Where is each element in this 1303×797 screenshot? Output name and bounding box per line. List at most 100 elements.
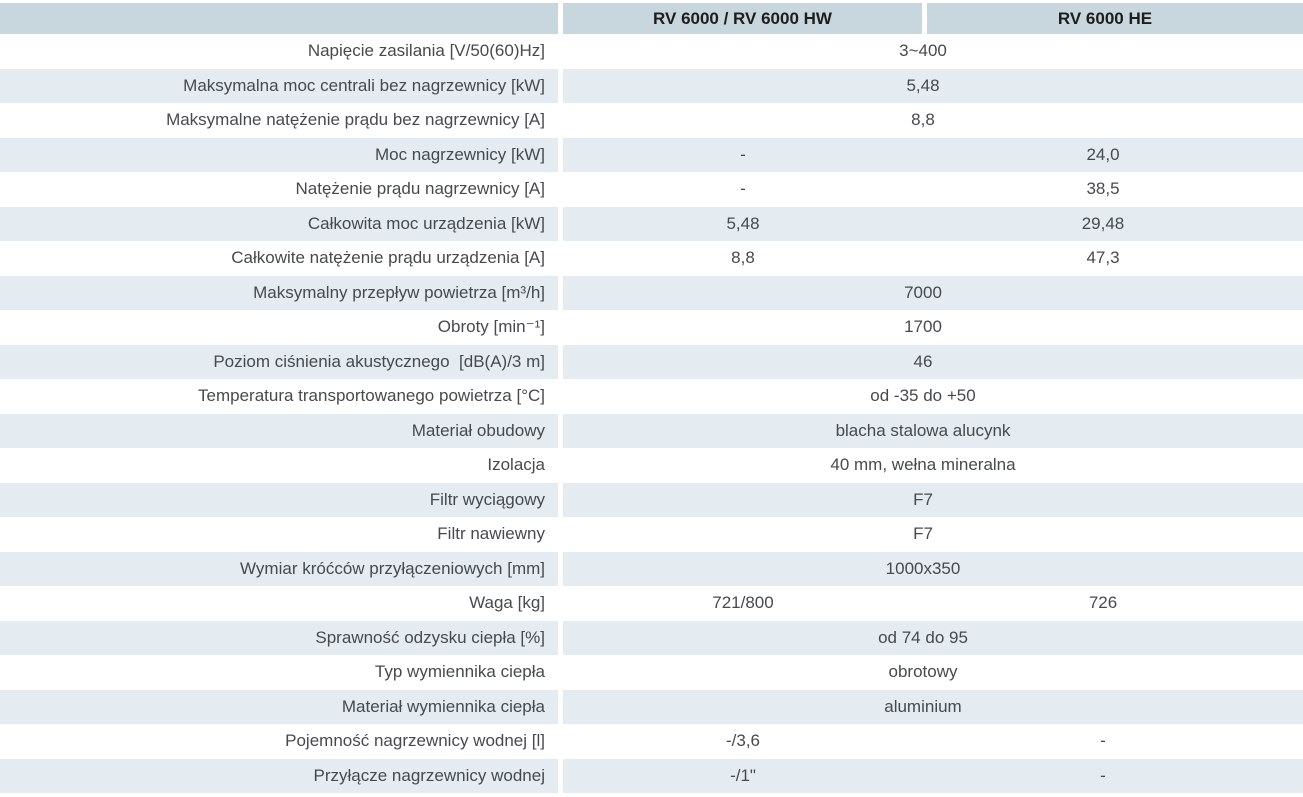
row-label: Temperatura transportowanego powietrza […: [198, 386, 545, 406]
row-value: 46: [563, 344, 1303, 379]
column-divider: [558, 413, 563, 448]
row-label: Całkowita moc urządzenia [kW]: [0, 206, 558, 241]
row-value: 1000x350: [563, 551, 1303, 586]
table-row: Maksymalne natężenie prądu bez nagrzewni…: [0, 103, 1303, 138]
row-label: Moc nagrzewnicy [kW]: [0, 137, 558, 172]
row-label: Sprawność odzysku ciepła [%]: [0, 620, 558, 655]
row-value-merged: 8,8: [911, 110, 935, 130]
row-value-col-1: -/3,6: [725, 731, 761, 751]
row-label: Filtr nawiewny: [437, 524, 545, 544]
row-value-merged: od -35 do +50: [870, 386, 976, 406]
table-header-row: RV 6000 / RV 6000 HW RV 6000 HE: [0, 3, 1303, 34]
row-label: Materiał wymiennika ciepła: [0, 689, 558, 724]
table-row: Temperatura transportowanego powietrza […: [0, 379, 1303, 414]
row-value-merged: obrotowy: [888, 662, 958, 682]
column-divider: [558, 241, 563, 276]
row-value-merged: F7: [913, 489, 933, 509]
bottom-spacer: [0, 793, 1303, 797]
table-row: Natężenie prądu nagrzewnicy [A] - 38,5: [0, 172, 1303, 207]
column-divider: [558, 344, 563, 379]
table-row: Maksymalna moc centrali bez nagrzewnicy …: [0, 68, 1303, 103]
row-value-col-2: -: [1100, 731, 1106, 751]
column-divider: [558, 620, 563, 655]
column-divider: [558, 482, 563, 517]
row-label: Maksymalny przepływ powietrza [m³/h]: [0, 275, 558, 310]
table-row: Izolacja 40 mm, wełna mineralna: [0, 448, 1303, 483]
header-product-col-1: RV 6000 / RV 6000 HW: [563, 3, 922, 34]
row-value-merged: F7: [913, 524, 933, 544]
table-row: Napięcie zasilania [V/50(60)Hz] 3~400: [0, 34, 1303, 69]
row-value-col-1: 8,8: [731, 248, 755, 268]
row-label: Waga [kg]: [469, 593, 545, 613]
spec-table-body: Napięcie zasilania [V/50(60)Hz] 3~400 Ma…: [0, 34, 1303, 793]
table-row: Typ wymiennika ciepła obrotowy: [0, 655, 1303, 690]
column-divider: [558, 68, 563, 103]
column-divider: [558, 689, 563, 724]
row-value-merged: od 74 do 95: [878, 627, 968, 647]
row-value: 5,48: [563, 68, 1303, 103]
table-row: Przyłącze nagrzewnicy wodnej -/1" -: [0, 758, 1303, 793]
row-value: blacha stalowa alucynk: [563, 413, 1303, 448]
column-divider: [558, 758, 563, 793]
column-divider: [558, 448, 563, 483]
column-divider: [558, 310, 563, 345]
row-value-merged: 46: [913, 351, 933, 371]
row-label: Filtr wyciągowy: [0, 482, 558, 517]
column-divider: [558, 379, 563, 414]
table-row: Sprawność odzysku ciepła [%] od 74 do 95: [0, 620, 1303, 655]
row-value-col-1: -: [740, 179, 746, 199]
table-row: Materiał obudowy blacha stalowa alucynk: [0, 413, 1303, 448]
table-row: Filtr wyciągowy F7: [0, 482, 1303, 517]
row-value-merged: 1700: [904, 317, 942, 337]
column-divider: [558, 137, 563, 172]
column-divider: [558, 206, 563, 241]
row-label: Typ wymiennika ciepła: [374, 662, 545, 682]
row-label: Maksymalne natężenie prądu bez nagrzewni…: [166, 110, 545, 130]
table-row: Maksymalny przepływ powietrza [m³/h] 700…: [0, 275, 1303, 310]
row-value-merged: 3~400: [899, 41, 947, 61]
row-value: - 24,0: [563, 137, 1303, 172]
table-row: Poziom ciśnienia akustycznego [dB(A)/3 m…: [0, 344, 1303, 379]
column-divider: [558, 655, 563, 690]
table-row: Pojemność nagrzewnicy wodnej [l] -/3,6 -: [0, 724, 1303, 759]
row-value: 8,8 47,3: [563, 241, 1303, 276]
column-divider: [558, 586, 563, 621]
row-value: -/1" -: [563, 758, 1303, 793]
row-value-merged: aluminium: [884, 696, 962, 716]
table-row: Obroty [min⁻¹] 1700: [0, 310, 1303, 345]
row-value: 3~400: [563, 34, 1303, 69]
row-value: obrotowy: [563, 655, 1303, 690]
column-divider: [558, 517, 563, 552]
row-value-merged: 1000x350: [885, 558, 961, 578]
row-label: Natężenie prądu nagrzewnicy [A]: [295, 179, 545, 199]
column-divider: [558, 724, 563, 759]
row-label: Poziom ciśnienia akustycznego [dB(A)/3 m…: [0, 344, 558, 379]
row-label: Napięcie zasilania [V/50(60)Hz]: [307, 41, 545, 61]
row-value-col-1: -: [740, 144, 746, 164]
row-value: - 38,5: [563, 172, 1303, 207]
row-value-merged: 5,48: [906, 75, 940, 95]
table-row: Filtr nawiewny F7: [0, 517, 1303, 552]
row-value-col-2: 47,3: [1086, 248, 1120, 268]
header-empty-cell: [0, 3, 558, 34]
row-value: 40 mm, wełna mineralna: [563, 448, 1303, 483]
row-value-merged: 40 mm, wełna mineralna: [830, 455, 1016, 475]
row-value: 721/800 726: [563, 586, 1303, 621]
row-value: 1700: [563, 310, 1303, 345]
row-value-merged: blacha stalowa alucynk: [835, 420, 1011, 440]
row-value: od 74 do 95: [563, 620, 1303, 655]
row-value-col-2: 38,5: [1086, 179, 1120, 199]
row-value-merged: 7000: [904, 282, 942, 302]
table-row: Całkowite natężenie prądu urządzenia [A]…: [0, 241, 1303, 276]
header-product-col-2: RV 6000 HE: [927, 3, 1303, 34]
row-label: Całkowite natężenie prądu urządzenia [A]: [231, 248, 545, 268]
row-value-col-2: 24,0: [1086, 144, 1120, 164]
column-divider: [558, 551, 563, 586]
column-divider: [558, 103, 563, 138]
table-row: Moc nagrzewnicy [kW] - 24,0: [0, 137, 1303, 172]
row-value: aluminium: [563, 689, 1303, 724]
row-label: Przyłącze nagrzewnicy wodnej: [0, 758, 558, 793]
row-value-col-1: -/1": [730, 765, 756, 785]
row-value-col-2: 726: [1088, 593, 1118, 613]
